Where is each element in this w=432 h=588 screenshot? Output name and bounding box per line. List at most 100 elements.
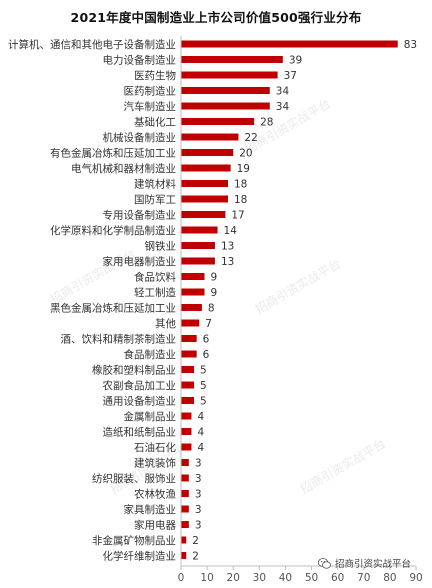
bar	[181, 180, 228, 187]
value-label: 34	[276, 101, 290, 113]
category-label: 农林牧渔	[134, 487, 176, 500]
category-label: 造纸和纸制品业	[103, 425, 177, 438]
bar	[181, 195, 228, 203]
value-label: 4	[197, 442, 204, 454]
category-label: 家具制造业	[124, 503, 177, 516]
category-label: 医药制造业	[124, 84, 177, 97]
value-label: 28	[260, 116, 273, 128]
bar	[181, 412, 192, 420]
category-label: 石油石化	[134, 441, 176, 454]
category-label: 建筑装饰	[134, 456, 176, 469]
wechat-icon	[318, 557, 331, 569]
bar	[181, 133, 239, 141]
bar	[181, 118, 255, 125]
category-label: 有色金属冶炼和压延加工业	[50, 146, 176, 159]
bar	[181, 87, 270, 94]
value-labels: 8339373434282220191818171413139987665554…	[192, 39, 417, 562]
x-axis: 0 10 20 30 40 50 60 70 80 90	[178, 36, 423, 584]
bar	[181, 397, 195, 404]
category-label: 医药生物	[134, 69, 176, 82]
bar	[181, 428, 192, 435]
bar	[181, 319, 200, 327]
bar	[181, 149, 234, 156]
bar	[181, 443, 192, 451]
value-label: 18	[234, 178, 247, 190]
category-label: 化学原料和化学制品制造业	[50, 224, 176, 237]
value-label: 3	[195, 519, 202, 531]
x-tick-label: 40	[279, 572, 292, 584]
brand-badge: 招商引资实战平台	[318, 556, 411, 570]
watermark-text: 招商引资实战平台	[252, 256, 343, 317]
value-label: 4	[197, 426, 204, 438]
x-tick-label: 10	[200, 572, 213, 584]
category-label: 电力设备制造业	[103, 53, 177, 66]
category-label: 化学纤维制造业	[103, 549, 177, 562]
value-label: 5	[200, 395, 207, 407]
x-tick-label: 0	[178, 572, 185, 584]
value-label: 13	[221, 256, 234, 268]
category-label: 非金属矿物制品业	[92, 534, 176, 547]
bar	[181, 350, 197, 358]
category-label: 通用设备制造业	[103, 394, 177, 407]
chart-title: 2021年度中国制造业上市公司价值500强行业分布	[70, 10, 362, 25]
value-label: 37	[284, 70, 297, 82]
watermark-text: 招商引资实战平台	[297, 436, 388, 497]
bar	[181, 242, 215, 249]
category-label: 钢铁业	[145, 239, 177, 252]
bar	[181, 211, 226, 218]
value-label: 83	[404, 39, 417, 51]
value-label: 13	[221, 240, 234, 252]
bar	[181, 335, 197, 342]
category-label: 食品饮料	[134, 270, 176, 283]
category-label: 电气机械和器材制造业	[71, 162, 176, 175]
bars-group	[181, 40, 398, 559]
value-label: 2	[192, 535, 199, 547]
value-label: 17	[231, 209, 244, 221]
x-tick-label: 90	[409, 572, 422, 584]
value-label: 19	[237, 163, 250, 175]
category-label: 家用电器制造业	[103, 255, 177, 268]
value-label: 3	[195, 457, 202, 469]
value-label: 9	[211, 271, 218, 283]
category-label: 专用设备制造业	[103, 208, 177, 221]
category-labels: 计算机、通信和其他电子设备制造业电力设备制造业医药生物医药制造业汽车制造业基础化…	[8, 38, 177, 562]
bar	[181, 552, 187, 559]
category-label: 金属制品业	[124, 410, 177, 423]
bar	[181, 304, 202, 311]
bar	[181, 288, 205, 296]
value-label: 6	[203, 333, 210, 345]
category-label: 建筑材料	[134, 177, 176, 190]
category-label: 轻工制造	[134, 286, 176, 299]
bar	[181, 505, 189, 513]
category-label: 家用电器	[134, 518, 176, 531]
category-label: 纺织服装、服饰业	[92, 472, 176, 485]
category-label: 国防军工	[134, 193, 176, 206]
bar	[181, 459, 189, 466]
value-label: 2	[192, 550, 199, 562]
bar	[181, 490, 189, 497]
value-label: 3	[195, 473, 202, 485]
bar	[181, 366, 195, 373]
value-label: 20	[239, 147, 252, 159]
value-label: 7	[205, 318, 212, 330]
bar	[181, 71, 278, 79]
bar	[181, 474, 189, 482]
bar	[181, 164, 231, 172]
value-label: 39	[289, 54, 302, 66]
value-label: 5	[200, 364, 207, 376]
category-label: 计算机、通信和其他电子设备制造业	[8, 38, 176, 51]
value-label: 3	[195, 504, 202, 516]
bar	[181, 273, 205, 280]
bar	[181, 102, 270, 110]
bar	[181, 521, 189, 528]
category-label: 农副食品加工业	[103, 379, 177, 392]
category-label: 橡胶和塑料制品业	[92, 363, 176, 376]
value-label: 5	[200, 380, 207, 392]
x-tick-label: 70	[357, 572, 370, 584]
x-tick-label: 80	[383, 572, 396, 584]
value-label: 8	[208, 302, 215, 314]
category-label: 食品制造业	[124, 348, 177, 361]
value-label: 9	[211, 287, 218, 299]
